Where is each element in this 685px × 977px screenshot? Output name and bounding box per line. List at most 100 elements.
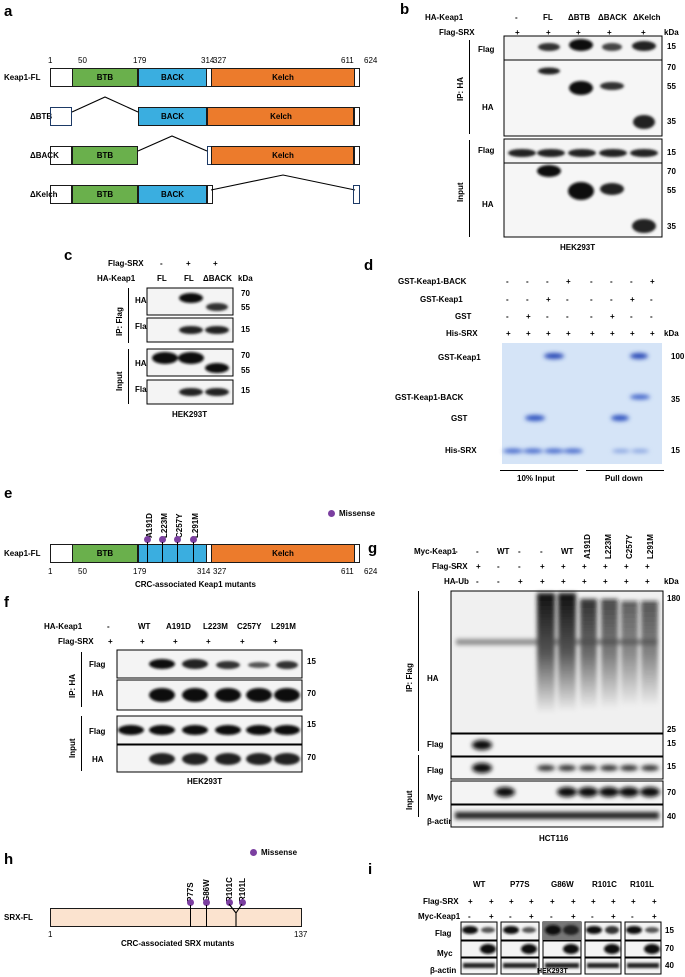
b-r2-1: +	[546, 28, 551, 37]
d-row-label-2: GST	[455, 312, 472, 321]
dkelch-nterm	[50, 185, 72, 204]
e-construct: Keap1-FL	[4, 549, 41, 558]
i-blots	[460, 921, 662, 975]
f-marker-15a: 15	[307, 657, 316, 666]
e-dot-1	[159, 536, 166, 543]
g-kda: kDa	[664, 577, 679, 586]
e-pos-50: 50	[78, 567, 87, 576]
d-sign-r1-c0: -	[506, 295, 509, 304]
b-blots	[503, 35, 663, 238]
e-pos-624: 624	[364, 567, 378, 576]
d-band-label-1: GST-Keap1-BACK	[395, 393, 464, 402]
c-r2-2: ΔBACK	[203, 274, 232, 283]
d-sign-r2-c3: -	[566, 312, 569, 321]
pos-179: 179	[133, 56, 147, 65]
i-marker-70: 70	[665, 944, 674, 953]
i-r1-5: +	[571, 897, 576, 906]
d-row-label-0: GST-Keap1-BACK	[398, 277, 467, 286]
d-sign-r1-c2: +	[546, 295, 551, 304]
g-group-ip: IP: Flag	[405, 663, 414, 692]
panel-c-label: c	[64, 247, 73, 264]
dbtb-deletion-line	[71, 96, 139, 113]
g-myc-3: -	[518, 547, 521, 556]
e-stem-2	[177, 542, 178, 563]
g-flag-2: -	[497, 562, 500, 571]
h-stem-0	[190, 905, 191, 927]
construct-dbtb: ΔBTB	[30, 112, 53, 121]
dkelch-linker	[207, 185, 213, 204]
g-ub-1: -	[476, 577, 479, 586]
i-r2-3: +	[529, 912, 534, 921]
f-marker-70a: 70	[307, 689, 316, 698]
f-r1-0: -	[107, 622, 110, 631]
d-marker-100: 100	[671, 352, 685, 361]
e-dot-0	[144, 536, 151, 543]
b-marker-15a: 15	[667, 42, 676, 51]
d-sign-r1-c7: -	[650, 295, 653, 304]
c-blot-label-1: Flag	[135, 322, 152, 331]
g-myc-1: -	[476, 547, 479, 556]
e-stem-3	[193, 542, 194, 563]
c-row1-label: Flag-SRX	[108, 259, 144, 268]
f-r1-4: C257Y	[237, 622, 262, 631]
e-mut-3: L291M	[191, 513, 200, 538]
d-sign-r1-c1: -	[526, 295, 529, 304]
e-pos-179: 179	[133, 567, 147, 576]
g-row-label-2: HA-Ub	[444, 577, 469, 586]
f-r1-2: A191D	[166, 622, 191, 631]
f-input-bracket	[81, 716, 82, 771]
i-marker-40: 40	[665, 961, 674, 970]
i-group-1: P77S	[510, 880, 530, 889]
pos-611: 611	[341, 56, 354, 65]
c-r1-1: +	[186, 259, 191, 268]
i-r1-2: +	[509, 897, 514, 906]
d-sign-r0-c6: -	[630, 277, 633, 286]
b-r2-3: +	[607, 28, 612, 37]
dbtb-nterm	[50, 107, 72, 126]
g-marker-15b: 15	[667, 762, 676, 771]
g-flag-3: -	[518, 562, 521, 571]
d-group-label-1: Pull down	[605, 474, 643, 483]
h-dot-3	[239, 899, 246, 906]
g-cell-line: HCT116	[539, 834, 569, 843]
pos-327: 327	[213, 56, 227, 65]
f-r1-5: L291M	[271, 622, 296, 631]
f-r2-1: +	[140, 637, 145, 646]
h-caption: CRC-associated SRX mutants	[121, 939, 235, 948]
dbtb-cterm	[353, 107, 360, 126]
g-myc-9: L291M	[646, 534, 655, 559]
construct-keap1-fl: Keap1-FL	[4, 73, 41, 82]
pos-314: 314	[201, 56, 215, 65]
d-sign-r0-c7: +	[650, 277, 655, 286]
e-dot-3	[190, 536, 197, 543]
dbtb-kelch-domain: Kelch	[207, 107, 355, 126]
b-kda: kDa	[664, 28, 679, 37]
b-r2-4: +	[641, 28, 646, 37]
c-group-ip: IP: Flag	[115, 307, 124, 336]
d-sign-r1-c5: -	[610, 295, 613, 304]
c-marker-55a: 55	[241, 303, 250, 312]
d-group-label-0: 10% Input	[517, 474, 555, 483]
i-r2-7: +	[611, 912, 616, 921]
b-r1-1: FL	[543, 13, 553, 22]
h-pos-137: 137	[294, 930, 308, 939]
d-sign-r0-c1: -	[526, 277, 529, 286]
panel-e-label: e	[4, 485, 13, 502]
e-mut-0: A191D	[145, 513, 154, 538]
pos-624: 624	[364, 56, 378, 65]
b-row2-label: Flag-SRX	[439, 28, 475, 37]
f-blot-label-0: Flag	[89, 660, 106, 669]
i-r1-7: +	[611, 897, 616, 906]
f-r2-4: +	[240, 637, 245, 646]
i-blot-label-1: Myc	[437, 949, 453, 958]
i-blot-label-0: Flag	[435, 929, 452, 938]
c-blots	[146, 287, 234, 405]
h-dot-0	[187, 899, 194, 906]
b-marker-35a: 35	[667, 117, 676, 126]
dkelch-btb-domain: BTB	[72, 185, 138, 204]
panel-h-label: h	[4, 851, 14, 868]
d-sign-r3-c7: +	[650, 329, 655, 338]
d-sign-r3-c5: +	[610, 329, 615, 338]
e-stem-1	[162, 542, 163, 563]
